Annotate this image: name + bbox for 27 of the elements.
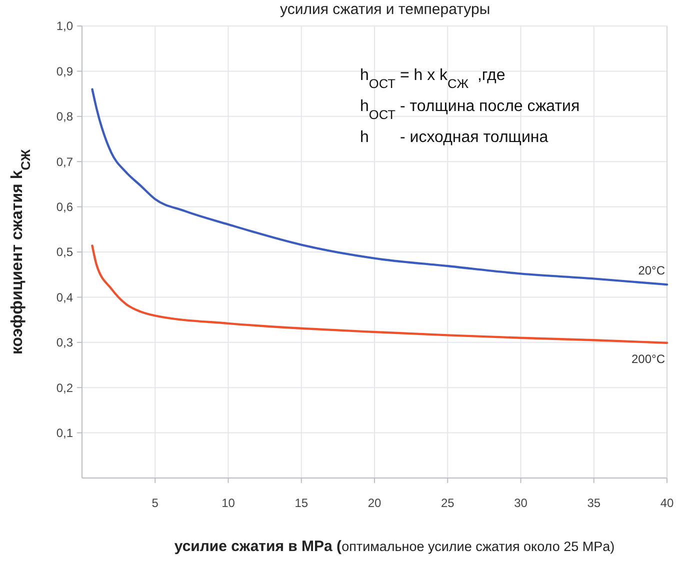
x-tick-label: 20: [368, 496, 382, 510]
y-tick-label: 0,9: [56, 64, 74, 78]
annotation: h$_{ОСТ}$ = h x k$_{СЖ}$ ,где: [360, 67, 506, 90]
chart-title: усилия сжатия и температуры: [280, 1, 490, 18]
series-label: 20°C: [638, 264, 666, 278]
series-label: 200°C: [632, 352, 666, 366]
x-tick-label: 25: [440, 496, 455, 510]
x-tick-label: 5: [152, 496, 159, 510]
y-tick-label: 0,5: [56, 245, 74, 260]
y-tick-label: 0,8: [56, 110, 74, 124]
y-tick-label: 0,7: [56, 154, 74, 169]
x-tick-label: 40: [660, 496, 674, 510]
annotation: h - исходная толщина: [360, 129, 548, 146]
line-series: [91, 88, 668, 286]
y-tick-label: 0,6: [56, 200, 74, 214]
annotation: h$_{ОСТ}$ - толщина после сжатия: [360, 98, 580, 122]
x-tick-label: 35: [587, 496, 601, 510]
x-tick-label: 10: [222, 496, 236, 510]
y-tick-label: 0,1: [56, 426, 74, 440]
x-tick-label: 30: [514, 496, 528, 510]
line-series: [91, 244, 668, 344]
x-axis-title: усилие сжатия в MPa (оптимальное усилие сжатия около 25 MPa): [174, 538, 615, 555]
y-tick-label: 1,0: [56, 19, 74, 34]
y-tick-label: 0,2: [56, 380, 74, 395]
y-tick-label: 0,3: [56, 336, 74, 350]
x-tick-label: 15: [294, 496, 308, 510]
y-tick-label: 0,4: [56, 290, 74, 304]
